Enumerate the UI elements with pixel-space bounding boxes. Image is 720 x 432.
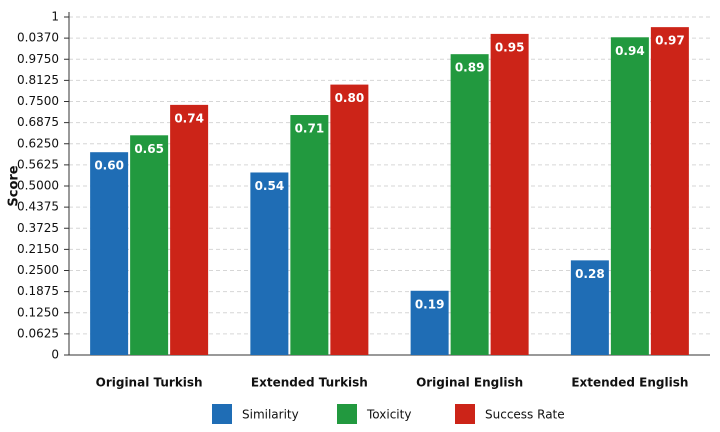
value-label: 0.54: [255, 179, 285, 193]
bar: [410, 290, 449, 355]
y-axis-label: Score: [7, 165, 22, 206]
y-tick-label: 0.3725: [17, 221, 59, 235]
value-label: 0.71: [295, 122, 325, 136]
bar: [290, 115, 329, 356]
bar: [250, 172, 289, 355]
bar: [650, 27, 689, 355]
x-tick-label: Original Turkish: [96, 376, 203, 390]
value-label: 0.89: [455, 61, 485, 75]
bar: [170, 104, 209, 355]
y-tick-label: 0.0625: [17, 326, 59, 340]
y-tick-label: 0.6250: [17, 136, 59, 150]
value-label: 0.97: [655, 34, 685, 48]
value-label: 0.28: [575, 267, 605, 281]
y-tick-label: 0.4375: [17, 200, 59, 214]
value-label: 0.94: [615, 44, 645, 58]
bar: [330, 84, 369, 355]
bar: [450, 54, 489, 356]
legend-swatch: [337, 404, 357, 424]
y-tick-label: 0.0370: [17, 31, 59, 45]
bar: [570, 260, 609, 355]
x-tick-label: Extended Turkish: [251, 376, 368, 390]
y-tick-label: 0.2500: [17, 263, 59, 277]
y-tick-label: 0.5625: [17, 157, 59, 171]
y-tick-label: 0: [51, 348, 59, 362]
y-tick-label: 0.8125: [17, 73, 59, 87]
x-tick-label: Extended English: [571, 376, 688, 390]
legend-label: Success Rate: [485, 408, 565, 422]
bar: [130, 135, 169, 355]
value-label: 0.65: [134, 142, 164, 156]
y-tick-label: 0.5000: [17, 179, 59, 193]
value-label: 0.95: [495, 40, 525, 54]
y-tick-label: 0.1250: [17, 305, 59, 319]
y-tick-label: 0.7500: [17, 94, 59, 108]
x-tick-label: Original English: [416, 376, 523, 390]
legend-label: Toxicity: [366, 408, 411, 422]
value-label: 0.60: [94, 159, 124, 173]
y-tick-label: 0.6875: [17, 115, 59, 129]
bar: [610, 37, 649, 355]
legend-swatch: [212, 404, 232, 424]
value-label: 0.74: [174, 111, 204, 125]
value-label: 0.80: [335, 91, 365, 105]
value-label: 0.19: [415, 297, 445, 311]
y-tick-label: 0.1875: [17, 284, 59, 298]
y-tick-label: 1: [51, 10, 59, 24]
y-tick-label: 0.9750: [17, 52, 59, 66]
y-tick-label: 0.2150: [17, 242, 59, 256]
bar: [90, 152, 129, 355]
legend-label: Similarity: [242, 408, 299, 422]
legend-swatch: [455, 404, 475, 424]
bar: [490, 33, 529, 356]
